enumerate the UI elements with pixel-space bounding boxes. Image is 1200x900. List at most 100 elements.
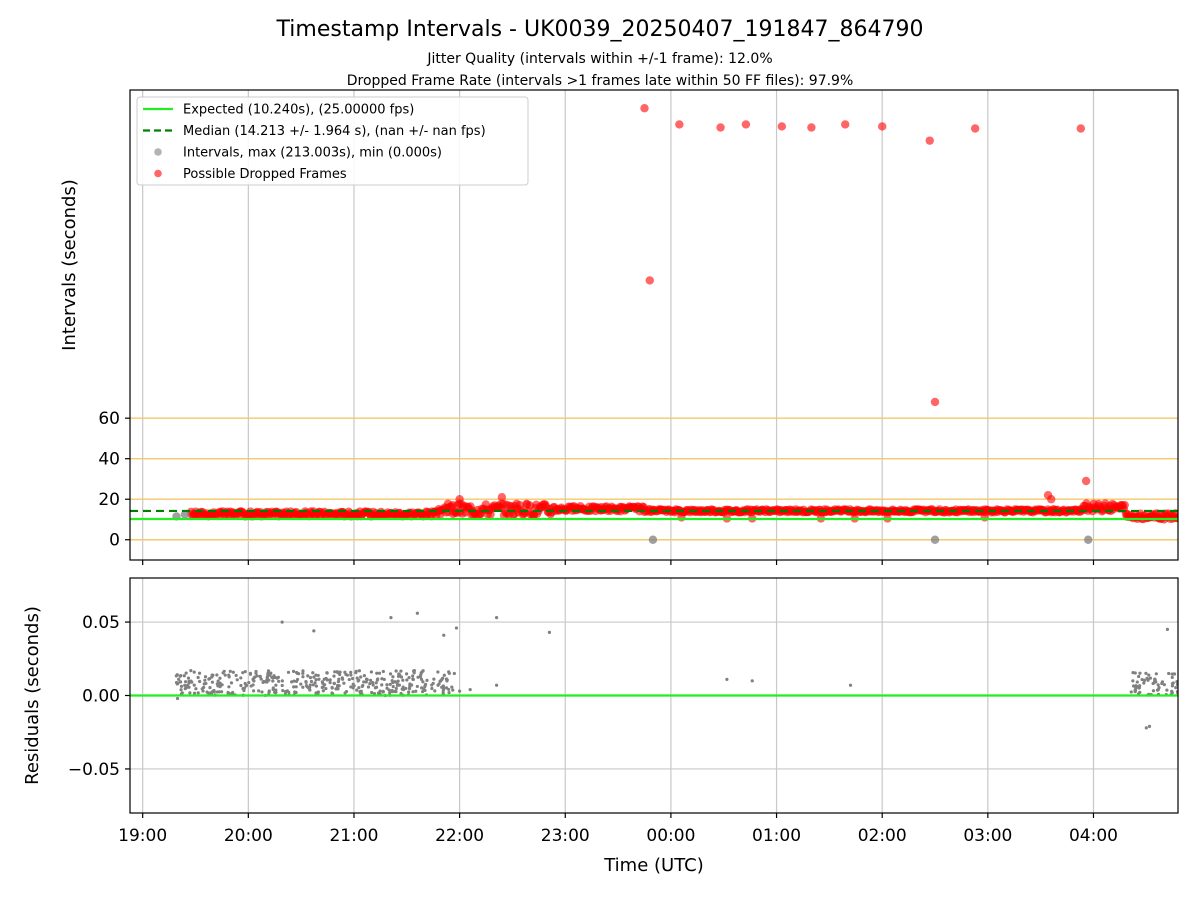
residual-point <box>221 671 225 675</box>
residual-point <box>399 675 404 679</box>
residual-point <box>430 686 434 691</box>
residual-point <box>1135 685 1139 689</box>
residual-point <box>208 686 212 690</box>
residual-point <box>1167 671 1171 676</box>
x-tick-label: 01:00 <box>752 826 801 846</box>
residual-point <box>187 685 191 689</box>
residual-point <box>447 687 451 692</box>
residual-point <box>1135 680 1139 684</box>
residual-point <box>458 689 462 693</box>
residual-point <box>254 669 258 674</box>
residual-point <box>447 670 451 674</box>
residual-point <box>313 681 317 685</box>
residual-point <box>179 674 183 678</box>
dropped-frame-point <box>1081 476 1091 486</box>
residual-point <box>425 678 429 682</box>
y-tick-label-bottom: 0.05 <box>82 613 120 633</box>
intervals-panel: 0 20 40 60 <box>98 89 1179 565</box>
residual-point <box>436 683 440 687</box>
dropped-frame-point <box>1076 124 1086 133</box>
residual-point <box>394 686 398 691</box>
residual-point <box>336 680 341 684</box>
residual-point <box>309 679 314 684</box>
residual-point <box>1145 676 1149 680</box>
residual-point <box>320 685 324 690</box>
residual-point <box>283 690 288 694</box>
residual-point <box>1151 681 1155 686</box>
dropped-frame-point <box>841 120 850 129</box>
residual-point <box>388 672 393 676</box>
residual-point <box>349 685 353 689</box>
residual-point <box>433 689 437 693</box>
residual-point <box>355 676 359 680</box>
residual-point <box>408 685 412 690</box>
residual-point <box>252 689 256 693</box>
residual-point <box>336 687 340 691</box>
residual-point <box>251 683 255 687</box>
residual-point <box>423 684 427 688</box>
residual-point <box>243 681 247 686</box>
residual-point <box>337 677 341 681</box>
residual-point <box>368 682 372 686</box>
residual-point <box>179 688 183 692</box>
residual-point <box>354 671 358 675</box>
intervals-y-axis-label: Intervals (seconds) <box>59 179 80 351</box>
residual-point <box>392 689 397 694</box>
dropped-frame-point <box>807 123 816 132</box>
residual-point <box>227 685 231 689</box>
residual-point <box>316 673 320 678</box>
legend-swatch-dropped <box>154 169 162 178</box>
x-tick-label: 00:00 <box>646 826 695 846</box>
residual-point <box>210 691 214 695</box>
residual-point <box>196 675 200 680</box>
residual-point <box>328 681 332 685</box>
residual-point <box>175 673 179 677</box>
residual-point <box>208 676 212 681</box>
residual-point <box>271 679 275 683</box>
residual-point <box>301 685 305 689</box>
residual-point <box>183 680 188 684</box>
residual-point <box>231 690 235 695</box>
residual-point <box>1131 679 1135 683</box>
residual-point <box>174 680 179 685</box>
residuals-plot-area <box>130 578 1178 813</box>
residual-point <box>252 679 256 683</box>
residual-point <box>277 679 281 683</box>
residual-point <box>1160 681 1164 686</box>
residual-point <box>267 689 271 693</box>
residual-point <box>183 683 187 687</box>
residual-point <box>301 669 305 673</box>
residual-point <box>1162 683 1166 687</box>
residual-point <box>308 688 312 692</box>
x-tick-label: 02:00 <box>858 826 907 846</box>
residual-point <box>261 680 265 684</box>
y-tick-label-bottom: −0.05 <box>68 760 120 780</box>
x-tick-label: 04:00 <box>1069 826 1118 846</box>
residual-point <box>306 674 310 678</box>
residual-point <box>1170 675 1174 680</box>
residual-point <box>494 683 499 687</box>
residual-point <box>291 669 296 673</box>
residual-point <box>295 671 300 676</box>
residual-point <box>342 681 346 685</box>
y-tick-label-top: 20 <box>98 490 120 510</box>
chart-subtitle-jitter: Jitter Quality (intervals within +/-1 fr… <box>426 51 772 67</box>
residual-point <box>1131 671 1135 675</box>
time-x-axis-label: Time (UTC) <box>603 855 704 876</box>
residual-point <box>359 675 363 679</box>
residual-point <box>259 677 263 681</box>
residual-point <box>243 670 247 674</box>
residual-point <box>187 681 191 685</box>
residual-point <box>407 675 411 680</box>
residual-point <box>395 681 399 685</box>
residual-point <box>399 669 403 673</box>
residual-point <box>442 633 446 637</box>
residual-point <box>204 681 208 686</box>
residual-point <box>294 685 298 689</box>
residual-point <box>338 670 342 674</box>
residual-point <box>347 677 351 682</box>
legend-label: Expected (10.240s), (25.00000 fps) <box>183 103 414 118</box>
x-tick-label: 03:00 <box>963 826 1012 846</box>
residual-point <box>210 673 214 677</box>
